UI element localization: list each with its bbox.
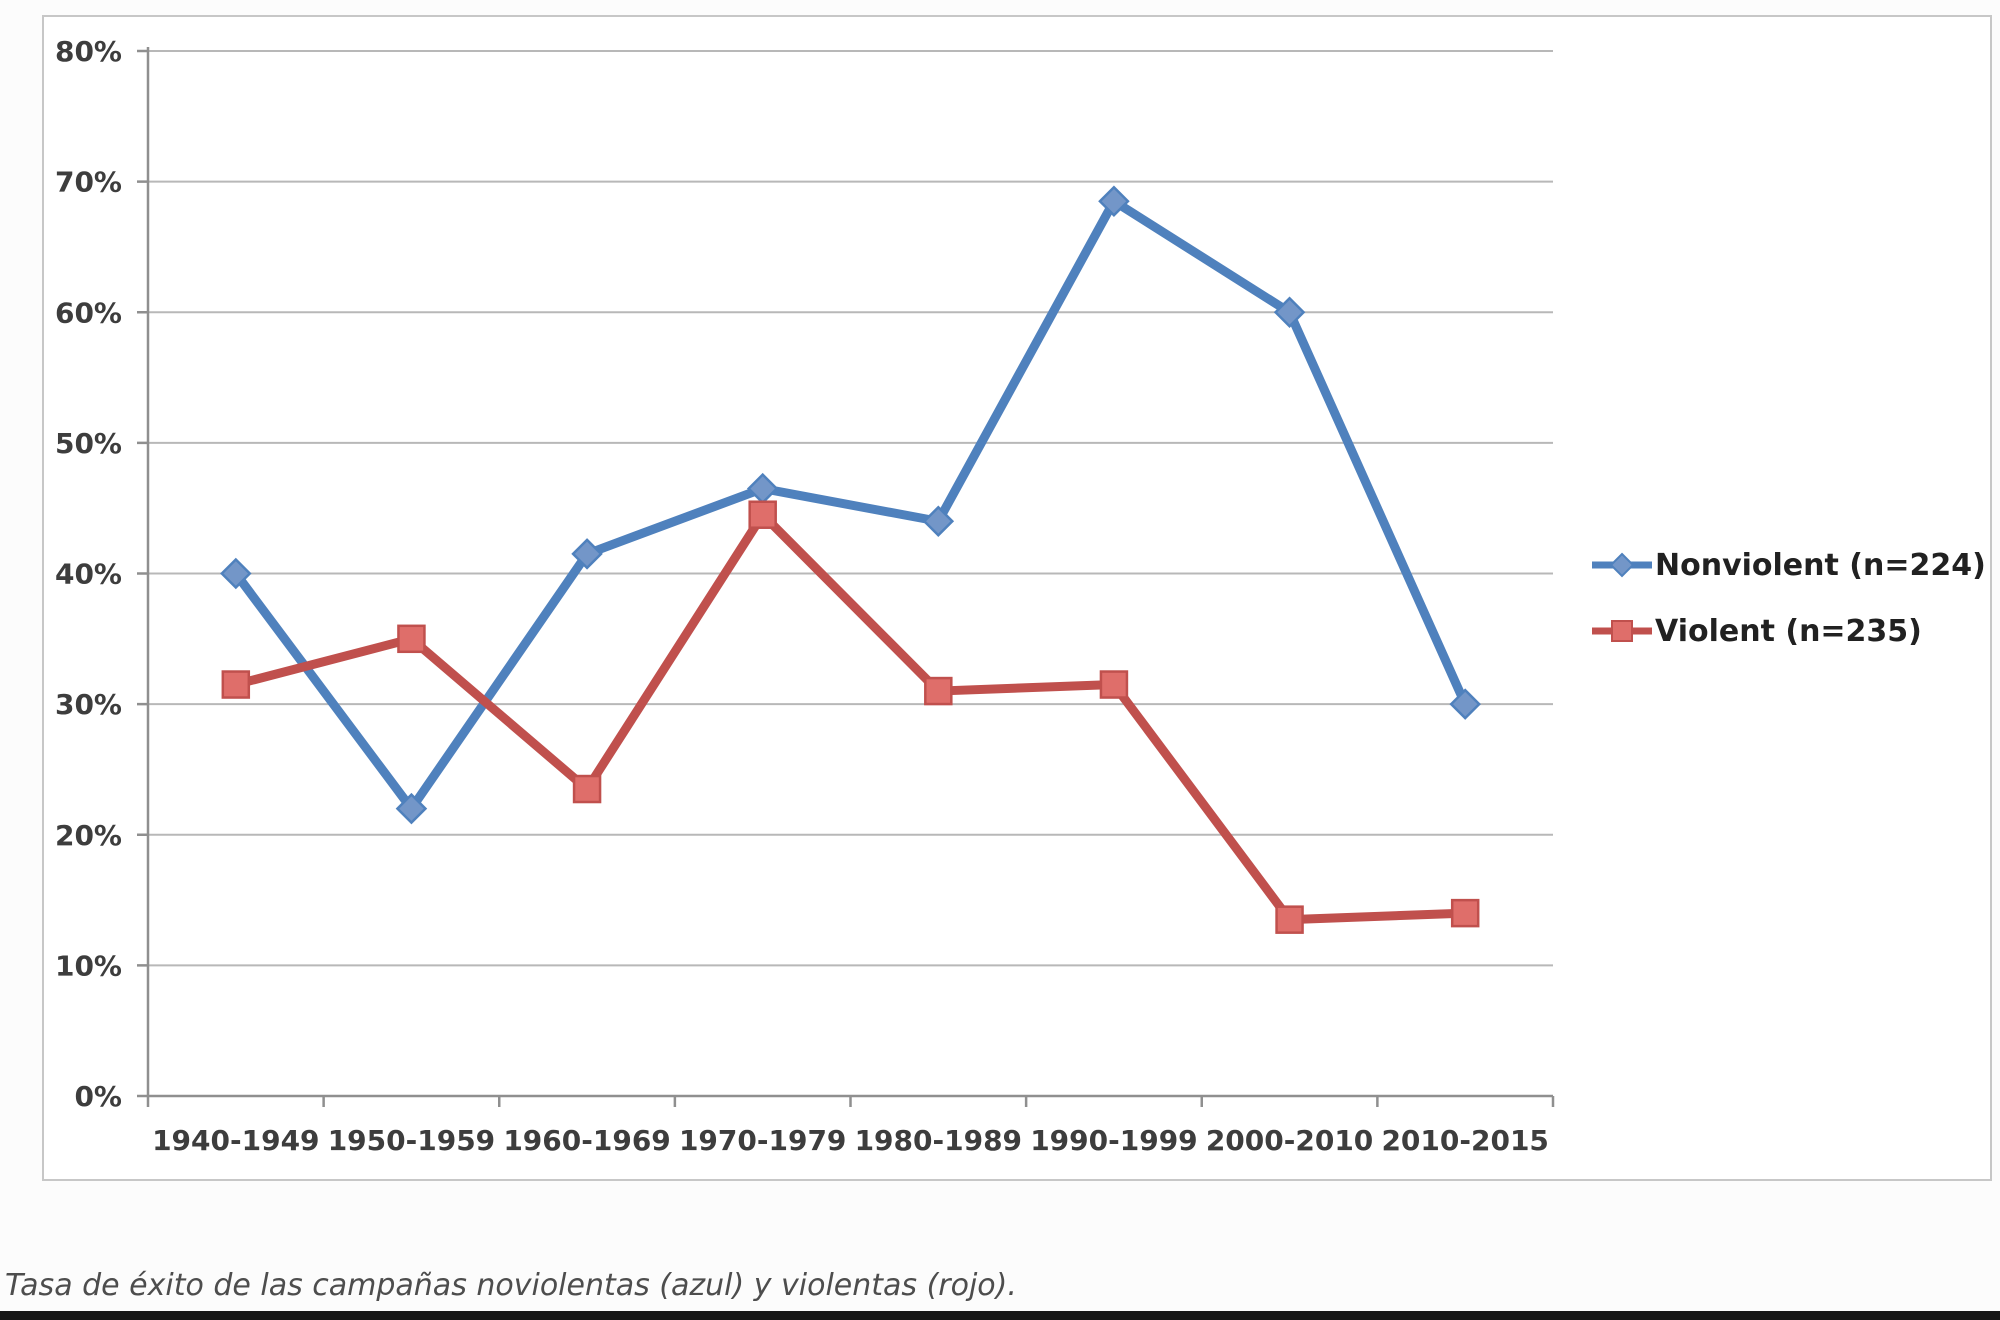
violent-marker bbox=[1450, 898, 1480, 928]
legend-square-marker bbox=[1611, 620, 1633, 642]
nonviolent-marker bbox=[1098, 185, 1130, 217]
x-tick-label: 1940-1949 bbox=[152, 1124, 319, 1157]
legend-diamond-marker bbox=[1609, 552, 1635, 578]
x-tick-label: 1980-1989 bbox=[855, 1124, 1022, 1157]
bottom-divider-bar bbox=[0, 1311, 2000, 1320]
violent-marker bbox=[924, 676, 953, 706]
y-tick-label: 20% bbox=[55, 819, 122, 852]
violent-marker bbox=[1099, 670, 1129, 699]
x-tick-label: 1970-1979 bbox=[679, 1124, 846, 1157]
y-tick-label: 70% bbox=[55, 166, 122, 199]
y-tick-label: 80% bbox=[55, 35, 122, 68]
y-tick-label: 0% bbox=[74, 1080, 122, 1113]
legend-label-nonviolent: Nonviolent (n=224) bbox=[1655, 547, 1986, 583]
x-tick-label: 1960-1969 bbox=[503, 1124, 670, 1157]
nonviolent-series-swatch-icon bbox=[1592, 552, 1652, 578]
legend-item-nonviolent: Nonviolent (n=224) bbox=[1590, 534, 1986, 596]
x-tick-label: 1950-1959 bbox=[328, 1124, 495, 1157]
nonviolent-marker bbox=[1273, 296, 1306, 329]
nonviolent-marker bbox=[571, 538, 603, 570]
violent-marker bbox=[1275, 905, 1304, 934]
x-tick-label: 2010-2015 bbox=[1381, 1124, 1548, 1157]
violent-series-swatch-icon bbox=[1592, 620, 1652, 642]
nonviolent-marker bbox=[395, 792, 428, 825]
nonviolent-line bbox=[231, 196, 1470, 814]
chart-caption: Tasa de éxito de las campañas noviolenta… bbox=[5, 1268, 1017, 1303]
violent-marker bbox=[397, 624, 426, 654]
y-tick-label: 40% bbox=[55, 558, 122, 591]
x-tick-label: 1990-1999 bbox=[1030, 1124, 1197, 1157]
y-tick-label: 60% bbox=[55, 296, 122, 329]
nonviolent-marker bbox=[1449, 688, 1481, 720]
violent-marker bbox=[748, 500, 777, 529]
legend-item-violent: Violent (n=235) bbox=[1590, 600, 1986, 662]
y-tick-label: 50% bbox=[55, 427, 122, 460]
legend: Nonviolent (n=224) Violent (n=235) bbox=[1590, 534, 1986, 662]
x-tick-label: 2000-2010 bbox=[1206, 1124, 1373, 1157]
y-tick-label: 30% bbox=[55, 688, 122, 721]
chart-container bbox=[42, 15, 1992, 1181]
violent-marker bbox=[572, 774, 602, 804]
violent-marker bbox=[221, 670, 251, 699]
legend-label-violent: Violent (n=235) bbox=[1655, 613, 1922, 649]
y-tick-label: 10% bbox=[55, 949, 122, 982]
nonviolent-marker bbox=[746, 472, 779, 505]
nonviolent-marker bbox=[220, 557, 252, 590]
violent-line bbox=[231, 510, 1470, 925]
nonviolent-marker bbox=[922, 505, 955, 538]
